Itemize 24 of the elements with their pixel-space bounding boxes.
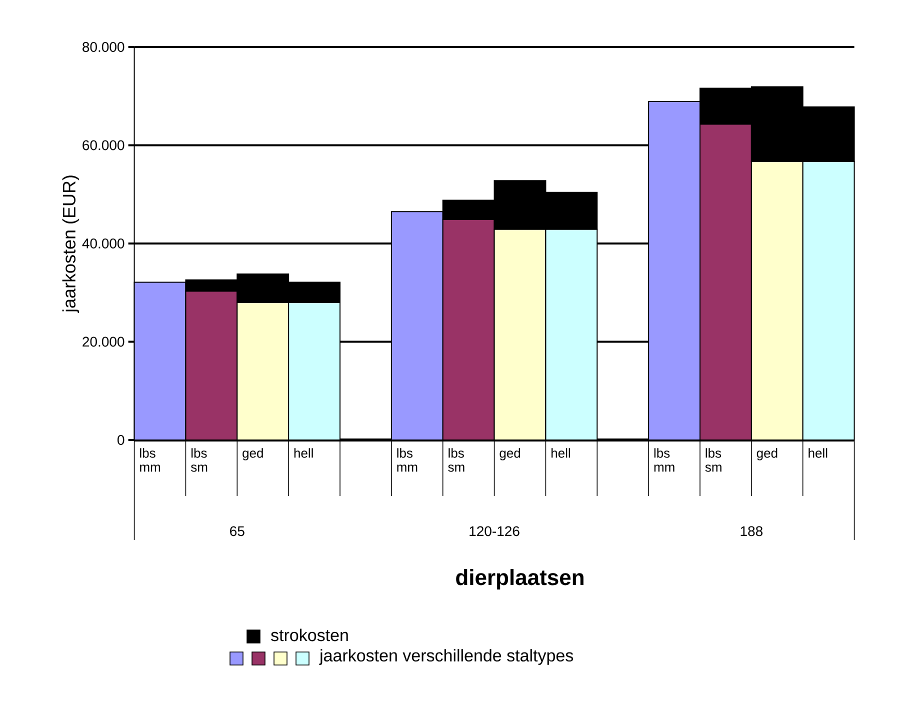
text: 120-126 <box>470 526 520 536</box>
y-tick-label: 0 <box>118 435 124 445</box>
text: 65 <box>230 526 244 536</box>
x-tick-label: hell <box>552 448 570 458</box>
legend-label: jaarkosten verschillende staltypes <box>319 649 574 665</box>
x-tick-label: hell <box>808 448 828 458</box>
x-tick-label: lbs mm <box>140 448 160 472</box>
y-tick-label: 60.000 <box>82 140 124 150</box>
x-tick-label: hell <box>294 448 313 458</box>
x-tick-label: lbs sm <box>448 448 464 472</box>
x-axis-title: dierplaatsen <box>456 569 584 590</box>
x-tick-label: ged <box>500 448 520 460</box>
y-tick-label: 40.000 <box>82 238 124 248</box>
y-axis-title: jaarkosten (EUR) <box>62 176 80 313</box>
x-tick-label: lbs mm <box>397 448 418 472</box>
x-tick-label: ged <box>242 448 263 460</box>
x-tick-label: lbs sm <box>705 448 722 472</box>
y-tick-label: 20.000 <box>82 336 124 347</box>
y-tick-label: 80.000 <box>82 42 124 52</box>
x-tick-label: lbs mm <box>654 448 674 472</box>
legend-label: strokosten <box>271 628 348 642</box>
x-tick-label: ged <box>756 448 778 460</box>
x-tick-label: lbs sm <box>190 448 208 472</box>
text: 188 <box>740 526 762 536</box>
